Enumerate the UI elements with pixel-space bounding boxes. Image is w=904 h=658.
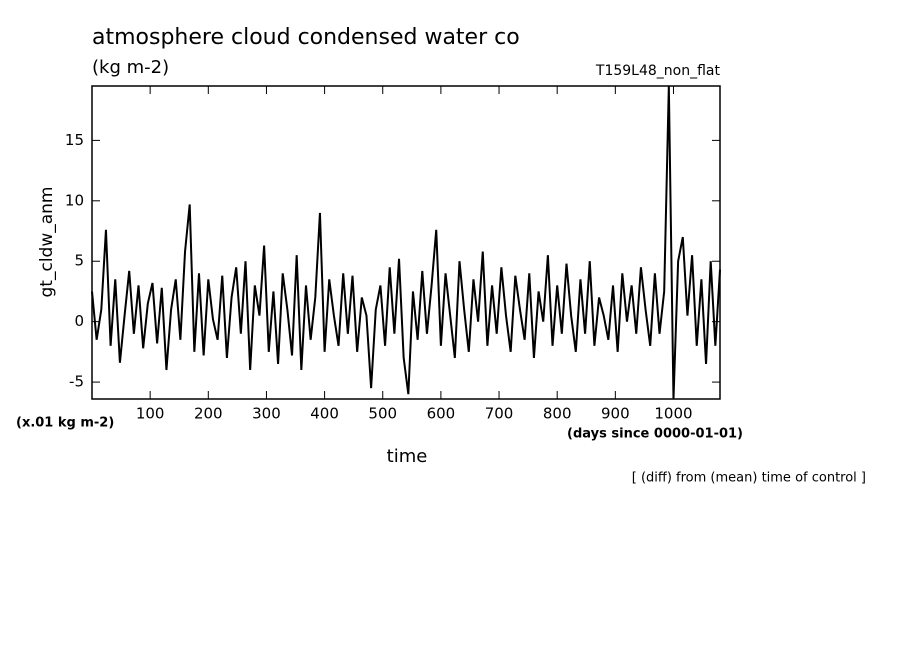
plot-frame <box>91 85 721 400</box>
x-axis-label: time <box>387 446 428 467</box>
x-tick-label: 300 <box>252 405 281 423</box>
x-tick-label: 800 <box>543 405 572 423</box>
x-tick-label: 200 <box>194 405 223 423</box>
annotation: [ (diff) from (mean) time of control ] <box>632 471 866 486</box>
x-tick-label: 400 <box>310 405 339 423</box>
chart-subtitle: (kg m-2) <box>92 57 169 78</box>
y-tick-label: 0 <box>74 312 84 330</box>
x-tick-label: 1000 <box>654 405 692 423</box>
y-tick-label: 15 <box>65 131 84 149</box>
x-tick-label: 700 <box>485 405 514 423</box>
data-line <box>91 85 721 400</box>
y-tick-label: -5 <box>69 373 84 391</box>
run-label: T159L48_non_flat <box>595 63 721 79</box>
x-tick-label: 600 <box>427 405 456 423</box>
x-tick-label: 500 <box>368 405 397 423</box>
y-tick-label: 10 <box>65 191 84 209</box>
y-axis-label: gt_cldw_anm <box>37 187 57 298</box>
x-tick-label: 100 <box>136 405 165 423</box>
x-unit: (days since 0000-01-01) <box>567 427 743 442</box>
y-unit: (x.01 kg m-2) <box>16 416 114 431</box>
chart-title: atmosphere cloud condensed water co <box>92 25 520 50</box>
x-tick-label: 900 <box>601 405 630 423</box>
y-tick-label: 5 <box>74 252 84 270</box>
